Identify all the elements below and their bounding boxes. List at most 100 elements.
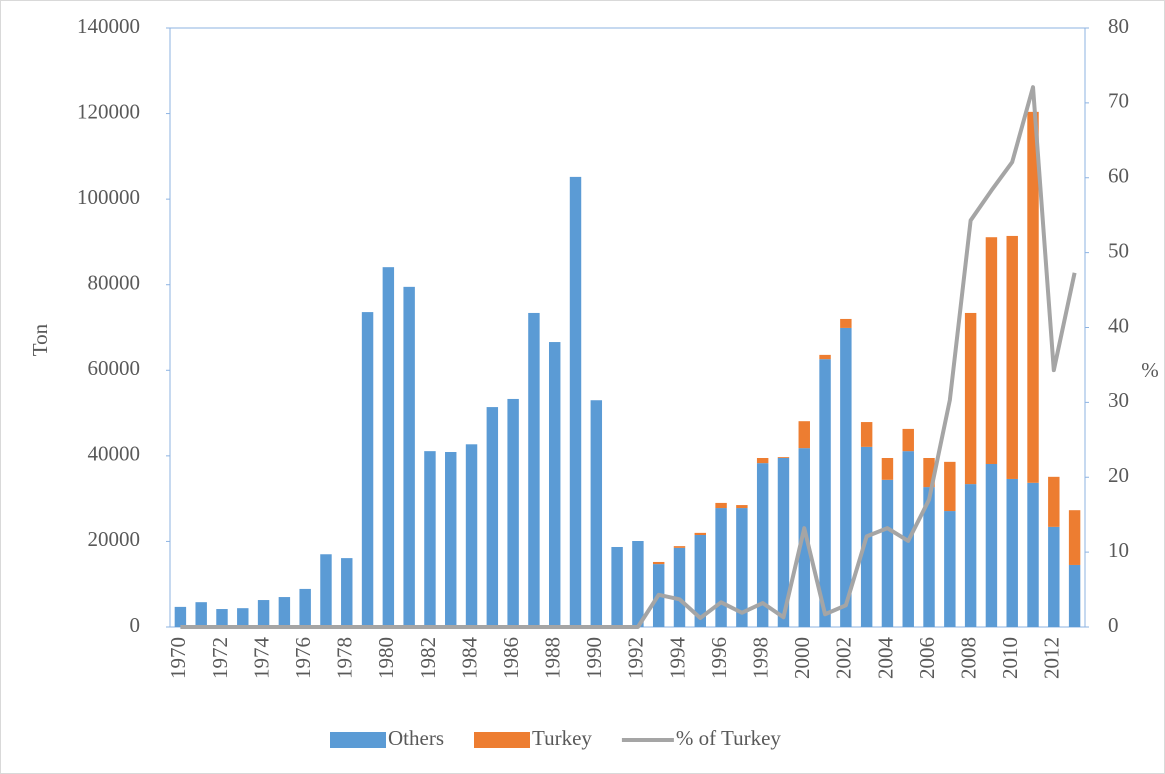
bar [237,608,249,627]
bar [715,508,727,627]
bar [694,532,707,536]
x-tick-label: 1978 [333,637,357,679]
bar [486,407,499,627]
bar [860,422,873,447]
bar [569,176,582,627]
x-tick-label: 1974 [249,637,273,680]
y-tick-label: 60000 [88,356,141,380]
bar [715,502,727,509]
bar [1027,111,1039,483]
y2-tick-label: 60 [1108,164,1129,188]
bar [881,457,894,480]
x-tick-label: 2012 [1040,637,1064,679]
bar [964,484,977,627]
bar [257,600,270,627]
bar [923,487,935,627]
bar [1048,526,1060,627]
bar [1068,510,1081,565]
bar [819,354,831,360]
y2-tick-label: 30 [1108,388,1129,412]
y2-axis-label: % [1141,358,1159,382]
bar [819,359,831,627]
bar [736,508,748,627]
bar [985,237,998,464]
x-tick-label: 1986 [499,637,523,679]
bar [174,606,187,627]
x-tick-label: 1982 [416,637,440,679]
bar [403,286,415,627]
y-axis-label: Ton [28,323,52,356]
x-tick-label: 1998 [748,637,772,679]
bar [445,452,457,627]
bar [278,597,291,627]
bar [1068,564,1081,627]
x-tick-label: 1972 [208,637,232,679]
y-tick-label: 140000 [77,14,140,38]
y-tick-label: 80000 [88,271,141,295]
bar [632,541,644,627]
x-tick-label: 1990 [582,637,606,679]
bar [756,463,769,627]
legend-swatch [474,732,530,748]
x-tick-label: 1988 [541,637,565,679]
bar [590,400,603,627]
bar [1006,235,1018,479]
x-tick-label: 2000 [790,637,814,679]
bar [964,312,977,485]
y2-tick-label: 40 [1108,313,1129,337]
x-tick-label: 1996 [707,637,731,679]
legend-swatch [330,732,386,748]
x-tick-label: 1970 [166,637,190,679]
bar [673,547,686,627]
y2-tick-label: 70 [1108,89,1129,113]
bar [341,558,353,627]
bar [652,561,665,565]
line [180,85,1077,629]
bar [195,602,207,627]
bar [424,451,436,627]
bar [944,511,956,627]
bar [840,318,852,328]
bar [320,554,332,627]
y2-tick-label: 50 [1108,238,1129,262]
y-tick-label: 120000 [77,99,140,123]
legend-label: % of Turkey [676,726,782,750]
x-tick-label: 2004 [873,637,897,680]
bar [902,428,914,452]
bar [798,421,810,449]
bar [361,312,374,627]
bar [1048,476,1060,527]
x-tick-label: 2008 [956,637,980,679]
y2-tick-label: 10 [1108,538,1129,562]
bar [1006,478,1018,627]
bar [465,444,478,627]
bar [673,546,686,548]
legend-label: Others [388,726,444,750]
bar [528,312,540,627]
bar [736,505,748,509]
x-tick-label: 2010 [998,637,1022,679]
x-tick-label: 1984 [457,637,481,680]
bar [944,461,956,512]
x-tick-label: 1976 [291,637,315,679]
bar [777,457,790,458]
bar [694,535,707,627]
y-tick-label: 100000 [77,185,140,209]
bar [881,479,894,627]
bar [548,342,561,627]
bar [840,327,852,627]
bar [923,457,935,488]
y2-tick-label: 80 [1108,14,1129,38]
bar [382,267,395,627]
y2-tick-label: 0 [1108,613,1119,637]
x-tick-label: 1980 [374,637,398,679]
bar [216,609,228,627]
bar [777,457,790,627]
x-tick-label: 1994 [665,637,689,680]
bar [507,398,519,627]
bar [1027,482,1039,627]
y-tick-label: 0 [130,613,141,637]
bar [798,448,810,627]
x-tick-label: 2002 [832,637,856,679]
